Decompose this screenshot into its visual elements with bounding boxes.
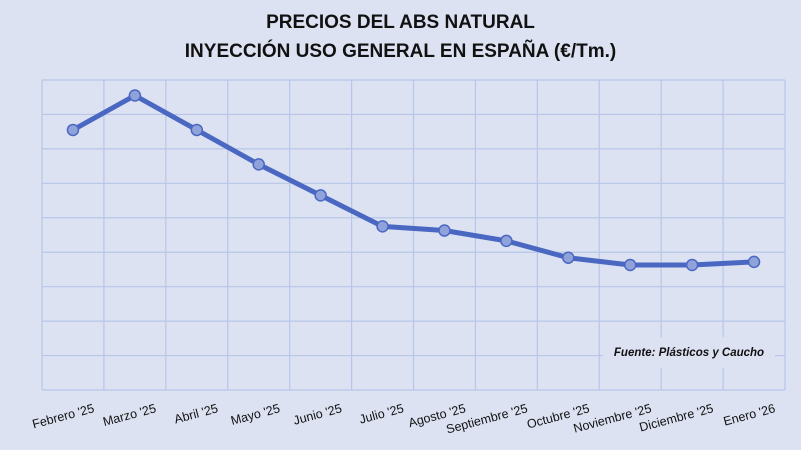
data-point (190, 123, 204, 137)
data-point (623, 258, 637, 272)
data-point (128, 89, 142, 102)
x-tick-label: Marzo '25 (101, 401, 157, 429)
data-point (376, 220, 389, 233)
data-point (562, 251, 575, 264)
data-point (66, 123, 80, 137)
data-point (314, 189, 327, 202)
data-point (252, 158, 265, 171)
chart-subtitle: INYECCIÓN USO GENERAL EN ESPAÑA (€/Tm.) (184, 41, 617, 62)
x-tick-label: Julio '25 (358, 401, 406, 426)
data-point (500, 234, 513, 248)
data-point (685, 258, 699, 272)
data-point (747, 255, 761, 269)
data-point (438, 224, 451, 237)
x-tick-label: Enero '26 (722, 401, 777, 428)
x-tick-label: Abril '25 (173, 401, 220, 426)
x-tick-label: Junio '25 (292, 401, 344, 427)
x-tick-label: Febrero '25 (31, 401, 96, 431)
x-tick-label: Mayo '25 (229, 401, 281, 428)
source-annotation: Fuente: Plásticos y Caucho (603, 337, 775, 368)
chart-title: PRECIOS DEL ABS NATURAL (266, 12, 535, 33)
series-line (71, 93, 755, 268)
